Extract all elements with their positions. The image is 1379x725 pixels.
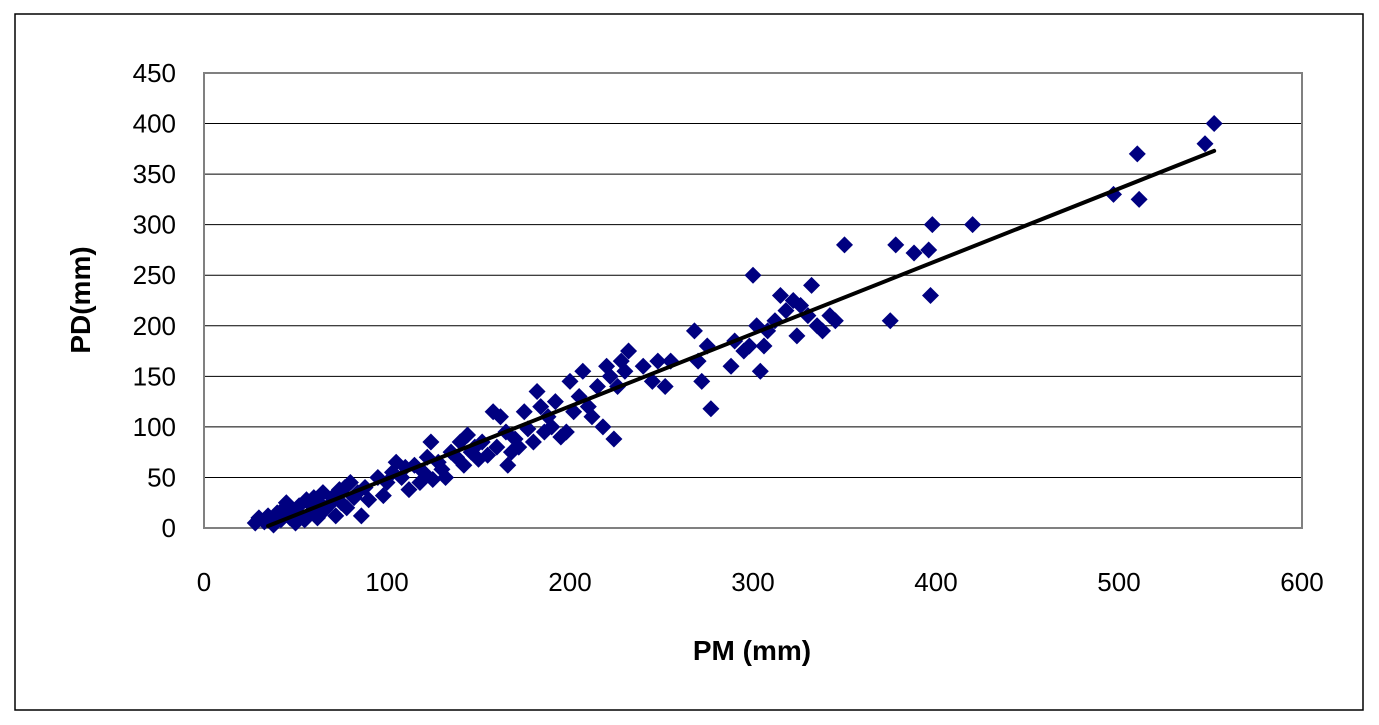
data-point bbox=[881, 312, 899, 330]
data-point bbox=[601, 367, 619, 385]
data-point bbox=[649, 352, 667, 370]
plot-area-border bbox=[203, 72, 1303, 529]
data-point bbox=[755, 337, 773, 355]
y-tick-label: 250 bbox=[133, 260, 176, 290]
data-point bbox=[826, 312, 844, 330]
data-point bbox=[1130, 190, 1148, 208]
data-point bbox=[488, 438, 506, 456]
data-point bbox=[499, 456, 517, 474]
data-point bbox=[491, 408, 509, 426]
data-point bbox=[620, 342, 638, 360]
data-point bbox=[836, 236, 853, 254]
y-tick-label: 0 bbox=[162, 513, 176, 543]
data-point bbox=[740, 337, 758, 355]
x-tick-label: 600 bbox=[1280, 567, 1323, 597]
data-point bbox=[887, 236, 905, 254]
data-points bbox=[246, 115, 1223, 534]
chart-frame bbox=[14, 13, 1364, 711]
data-point bbox=[693, 372, 711, 390]
data-point bbox=[922, 286, 940, 304]
data-point bbox=[338, 499, 356, 517]
data-point bbox=[422, 433, 440, 451]
y-tick-label: 50 bbox=[147, 462, 176, 492]
data-point bbox=[546, 393, 564, 411]
x-tick-label: 500 bbox=[1097, 567, 1140, 597]
trendline bbox=[266, 148, 1217, 528]
data-point bbox=[374, 487, 392, 505]
data-point bbox=[455, 456, 473, 474]
data-point bbox=[616, 362, 634, 380]
data-point bbox=[1196, 135, 1214, 153]
data-point bbox=[424, 470, 442, 488]
data-point bbox=[1128, 145, 1146, 163]
data-point bbox=[557, 423, 575, 441]
data-point bbox=[702, 400, 720, 418]
data-point bbox=[524, 433, 542, 451]
data-point bbox=[510, 438, 528, 456]
data-point bbox=[561, 372, 579, 390]
y-tick-label: 400 bbox=[133, 109, 176, 139]
y-tick-label: 100 bbox=[133, 412, 176, 442]
y-axis-tick-labels: 0 50 100 150 200 250 300 350 400 450 bbox=[133, 58, 176, 543]
data-point bbox=[583, 408, 601, 426]
data-point bbox=[532, 398, 550, 416]
x-tick-label: 0 bbox=[197, 567, 211, 597]
data-point bbox=[792, 297, 810, 315]
data-point bbox=[515, 403, 533, 421]
x-tick-label: 100 bbox=[365, 567, 408, 597]
y-tick-label: 200 bbox=[133, 311, 176, 341]
x-axis-title: PM (mm) bbox=[693, 635, 811, 666]
data-point bbox=[777, 302, 795, 320]
data-point bbox=[788, 327, 806, 345]
data-point bbox=[327, 507, 345, 525]
data-point bbox=[771, 286, 789, 304]
data-point bbox=[803, 276, 821, 294]
data-point bbox=[656, 377, 674, 395]
y-tick-label: 150 bbox=[133, 361, 176, 391]
data-point bbox=[605, 430, 623, 448]
data-point bbox=[437, 468, 455, 486]
data-point bbox=[479, 446, 497, 464]
data-point bbox=[923, 216, 941, 234]
x-tick-label: 200 bbox=[548, 567, 591, 597]
data-point bbox=[722, 357, 740, 375]
data-point bbox=[685, 322, 703, 340]
data-point bbox=[574, 362, 592, 380]
y-tick-label: 300 bbox=[133, 210, 176, 240]
data-point bbox=[634, 357, 652, 375]
data-point bbox=[400, 481, 418, 499]
data-point bbox=[459, 426, 477, 444]
data-point bbox=[905, 244, 923, 262]
x-axis-tick-labels: 0 100 200 300 400 500 600 bbox=[197, 567, 1324, 597]
y-axis-title: PD(mm) bbox=[65, 246, 96, 353]
data-point bbox=[744, 266, 762, 284]
data-point bbox=[588, 377, 606, 395]
data-point bbox=[1205, 115, 1223, 133]
y-tick-label: 450 bbox=[133, 58, 176, 88]
data-point bbox=[528, 383, 546, 400]
data-point bbox=[341, 474, 359, 491]
x-tick-label: 400 bbox=[914, 567, 957, 597]
data-point bbox=[964, 216, 982, 234]
data-point bbox=[352, 507, 370, 525]
x-tick-label: 300 bbox=[731, 567, 774, 597]
data-point bbox=[543, 418, 561, 436]
data-point bbox=[814, 322, 832, 340]
data-point bbox=[594, 418, 612, 436]
y-tick-label: 350 bbox=[133, 159, 176, 189]
data-point bbox=[920, 241, 938, 259]
data-point bbox=[360, 491, 378, 509]
data-point bbox=[751, 362, 769, 380]
